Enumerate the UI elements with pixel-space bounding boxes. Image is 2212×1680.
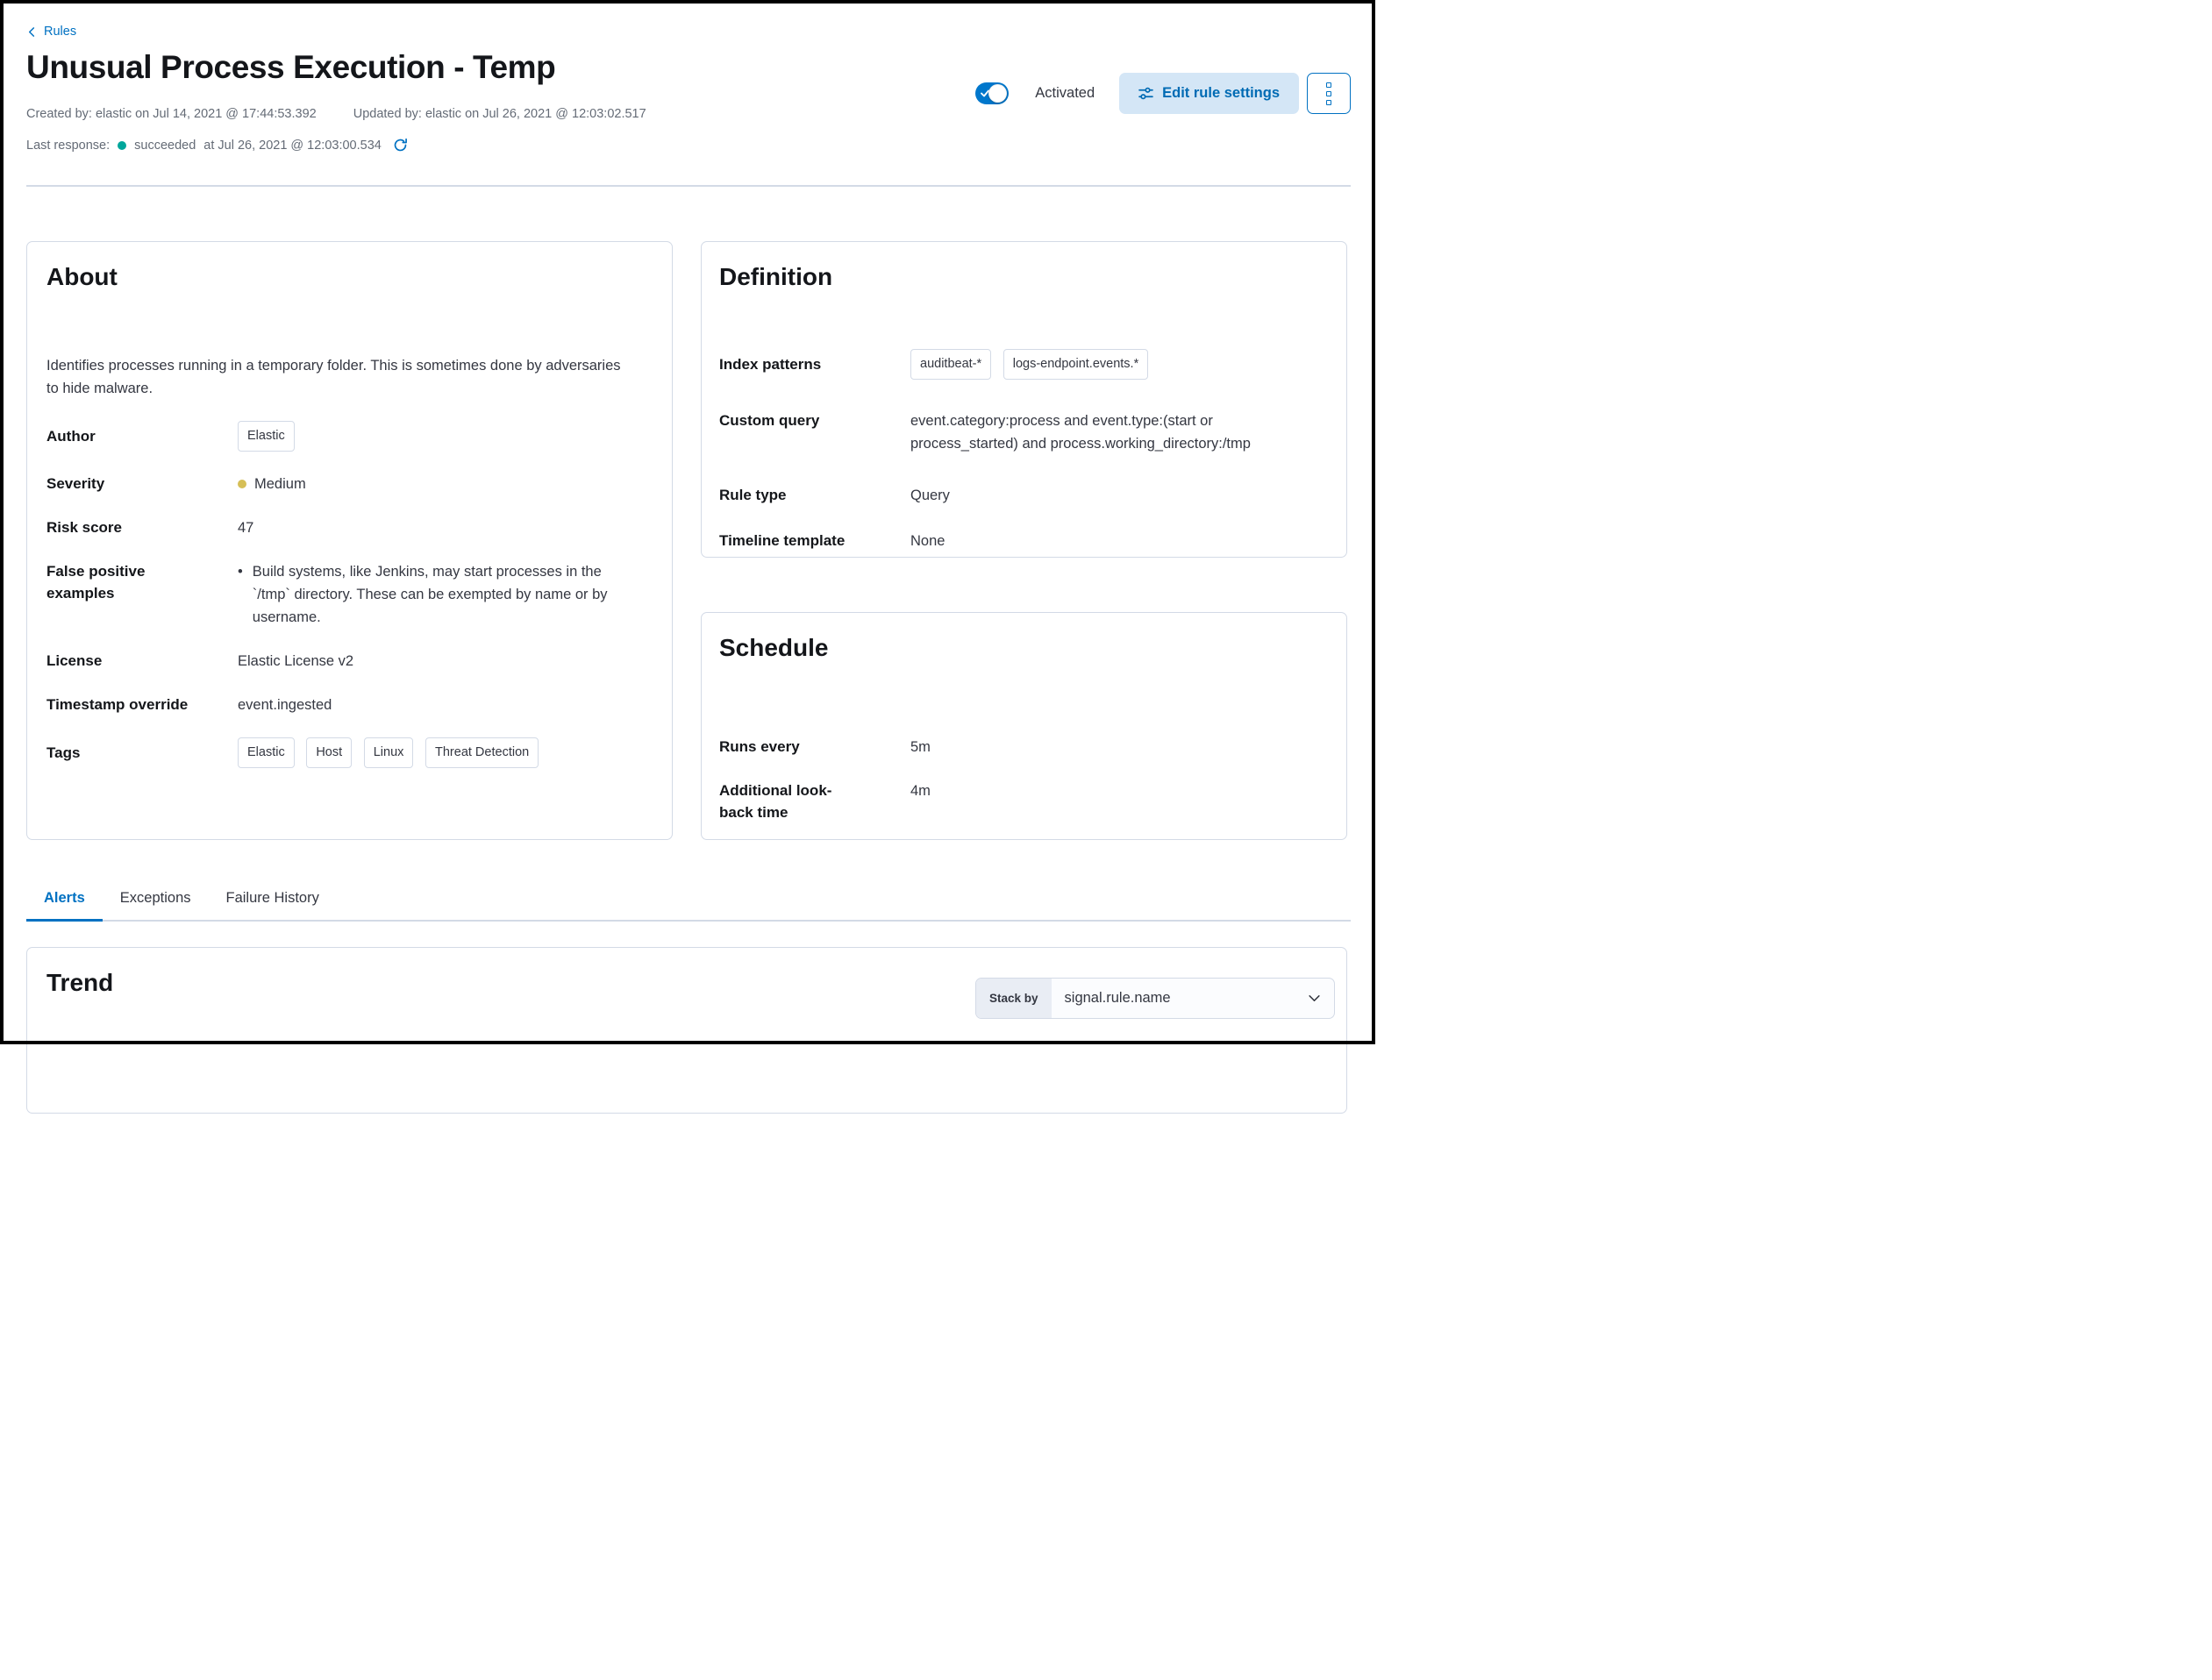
trend-panel: Trend Stack by signal.rule.name (26, 947, 1347, 1114)
refresh-icon (394, 138, 407, 152)
risk-score-row: Risk score 47 (46, 516, 653, 539)
rule-type-row: Rule type Query (719, 484, 1329, 507)
timeline-template-value: None (910, 533, 945, 549)
chevron-down-icon (1309, 995, 1320, 1001)
last-response: Last response: succeeded at Jul 26, 2021… (26, 138, 408, 153)
tag-badge: Linux (363, 737, 414, 768)
success-status-dot (118, 140, 127, 150)
runs-every-label: Runs every (719, 738, 800, 755)
activated-switch[interactable] (975, 82, 1010, 104)
custom-query-row: Custom query event.category:process and … (719, 409, 1329, 455)
runs-every-row: Runs every 5m (719, 736, 1329, 758)
author-row: Author Elastic (46, 421, 653, 452)
rule-actions-menu-button[interactable] (1307, 73, 1351, 114)
tags-row: Tags Elastic Host Linux Threat Detection (46, 737, 653, 768)
page-title: Unusual Process Execution - Temp (26, 49, 556, 85)
runs-every-value: 5m (910, 739, 931, 755)
boxes-vertical-icon (1326, 82, 1331, 105)
schedule-heading: Schedule (719, 634, 829, 661)
index-pattern-badge: auditbeat-* (910, 349, 992, 380)
stack-by-select[interactable]: signal.rule.name (1052, 979, 1334, 1018)
tag-badge: Threat Detection (425, 737, 539, 768)
tab-alerts[interactable]: Alerts (26, 879, 103, 922)
rule-type-value: Query (910, 488, 950, 503)
activated-label: Activated (1035, 85, 1095, 101)
rule-type-label: Rule type (719, 487, 787, 503)
author-badge: Elastic (238, 421, 295, 452)
edit-rule-settings-button[interactable]: Edit rule settings (1119, 73, 1299, 114)
about-panel: About Identifies processes running in a … (26, 241, 673, 840)
license-row: License Elastic License v2 (46, 650, 653, 673)
severity-row: Severity Medium (46, 473, 653, 495)
false-positives-label: False positive examples (46, 563, 146, 602)
risk-score-value: 47 (238, 520, 254, 536)
tab-failure-history[interactable]: Failure History (225, 890, 319, 906)
risk-score-label: Risk score (46, 519, 122, 536)
last-response-time: at Jul 26, 2021 @ 12:03:00.534 (203, 138, 382, 153)
tags-label: Tags (46, 744, 81, 761)
stack-by-value: signal.rule.name (1064, 990, 1171, 1006)
breadcrumb-label: Rules (44, 25, 77, 39)
created-by-text: Created by: elastic on Jul 14, 2021 @ 17… (26, 107, 317, 121)
last-response-label: Last response: (26, 138, 111, 153)
lookback-value: 4m (910, 783, 931, 799)
custom-query-label: Custom query (719, 412, 820, 429)
header-actions: Activated Edit rule settings (975, 72, 1351, 115)
stack-by-control: Stack by signal.rule.name (975, 978, 1335, 1019)
index-patterns-label: Index patterns (719, 356, 822, 373)
chevron-left-icon (28, 26, 35, 37)
lookback-row: Additional look-back time 4m (719, 779, 1329, 823)
definition-heading: Definition (719, 263, 833, 290)
controls-sliders-icon (1138, 87, 1153, 100)
breadcrumb-rules-link[interactable]: Rules (26, 25, 76, 39)
author-label: Author (46, 428, 96, 445)
schedule-panel: Schedule Runs every 5m Additional look-b… (701, 612, 1347, 840)
lookback-label: Additional look-back time (719, 782, 832, 821)
index-pattern-badge: logs-endpoint.events.* (1003, 349, 1149, 380)
updated-by-text: Updated by: elastic on Jul 26, 2021 @ 12… (353, 107, 646, 121)
license-label: License (46, 652, 103, 669)
timeline-template-label: Timeline template (719, 532, 846, 549)
header-divider (26, 185, 1351, 187)
refresh-rule-status-button[interactable] (393, 138, 408, 153)
tab-exceptions[interactable]: Exceptions (119, 890, 191, 906)
edit-rule-settings-label: Edit rule settings (1162, 85, 1280, 101)
switch-thumb (988, 84, 1008, 103)
license-value: Elastic License v2 (238, 653, 354, 669)
tag-badge: Elastic (238, 737, 295, 768)
rule-description: Identifies processes running in a tempor… (46, 358, 621, 396)
about-heading: About (46, 263, 118, 290)
rule-meta: Created by: elastic on Jul 14, 2021 @ 17… (26, 107, 646, 121)
severity-value: Medium (254, 476, 306, 492)
check-icon (979, 87, 991, 103)
custom-query-value: event.category:process and event.type:(s… (910, 413, 1251, 452)
timestamp-override-row: Timestamp override event.ingested (46, 694, 653, 716)
tag-badge: Host (306, 737, 353, 768)
timestamp-override-value: event.ingested (238, 697, 332, 713)
definition-panel: Definition Index patterns auditbeat-* lo… (701, 241, 1347, 558)
detail-tabs: Alerts Exceptions Failure History (26, 879, 1351, 922)
severity-label: Severity (46, 475, 105, 492)
trend-heading: Trend (46, 969, 114, 996)
false-positives-value: Build systems, like Jenkins, may start p… (252, 564, 608, 625)
severity-medium-dot (238, 480, 246, 488)
false-positives-row: False positive examples • Build systems,… (46, 560, 653, 629)
stack-by-label: Stack by (976, 979, 1052, 1018)
last-response-status: succeeded (134, 138, 196, 153)
timeline-template-row: Timeline template None (719, 530, 1329, 552)
bullet-glyph: • (238, 564, 243, 580)
timestamp-override-label: Timestamp override (46, 696, 189, 713)
index-patterns-row: Index patterns auditbeat-* logs-endpoint… (719, 349, 1329, 380)
